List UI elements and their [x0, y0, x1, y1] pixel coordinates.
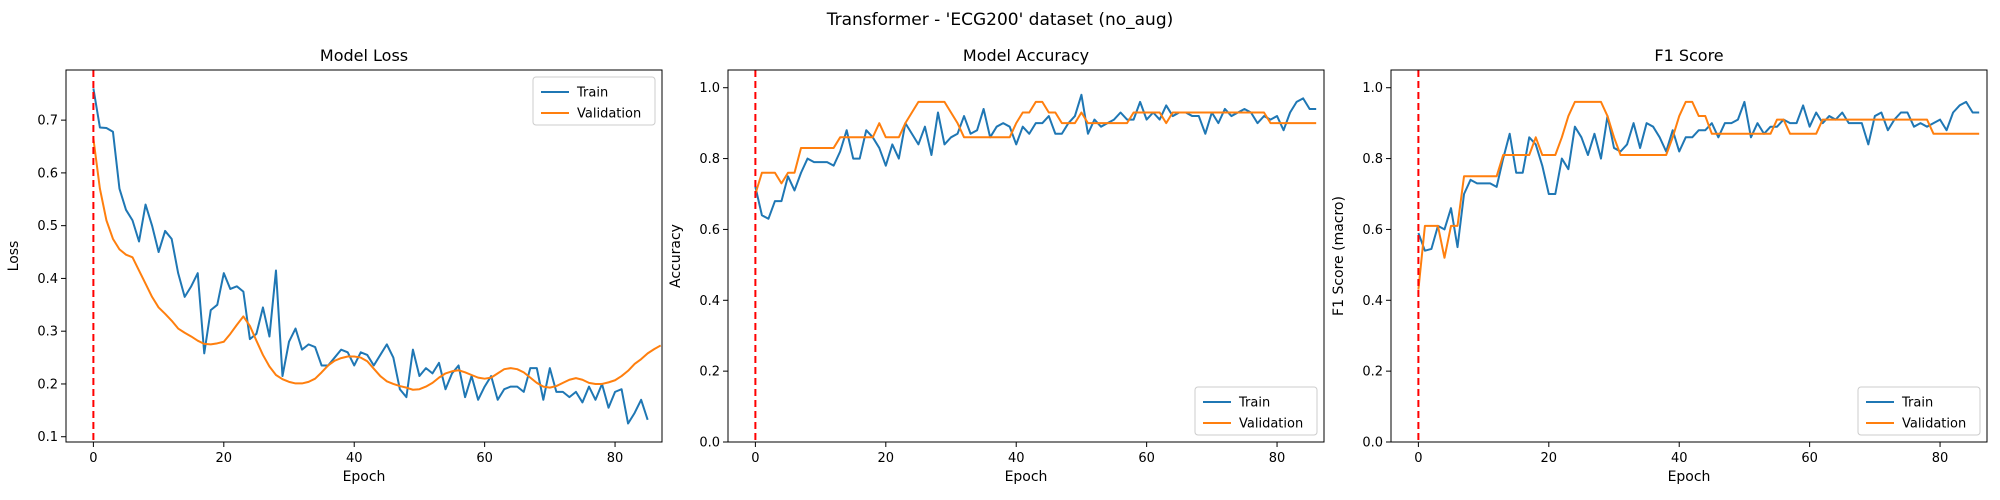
series-line-validation: [92, 138, 662, 391]
legend: Train Validation: [532, 76, 656, 126]
y-tick-label: 0.0: [1362, 436, 1383, 451]
legend-label-validation: Validation: [577, 107, 641, 122]
y-axis-label: Accuracy: [668, 224, 684, 288]
legend-label-validation: Validation: [1239, 417, 1303, 432]
x-tick-label: 60: [1801, 451, 1818, 466]
chart-title: F1 Score: [1654, 46, 1723, 65]
series-line-validation: [1417, 100, 1980, 290]
chart-title: Model Loss: [320, 46, 408, 65]
axes-frame: [1390, 69, 1988, 443]
chart-panel-1: Model Loss 0 20 40 60 80 0.1 0.2 0.3 0.4 0.5 0.6 0.7…: [6, 46, 663, 485]
y-tick-label: 0.4: [699, 294, 720, 309]
x-axis-label: Epoch: [1005, 469, 1048, 485]
y-tick-label: 1.0: [699, 81, 720, 96]
chart-panel-2: Model Accuracy 0 20 40 60 80 0.0 0.2 0.4 0.6 0.8 1.…: [668, 46, 1325, 485]
series-line-train: [92, 88, 649, 425]
legend-label-validation: Validation: [1902, 417, 1966, 432]
series-line-train: [754, 93, 1317, 220]
y-tick-label: 0.6: [1362, 223, 1383, 238]
axes-frame: [727, 69, 1325, 443]
y-tick-label: 0.8: [699, 152, 720, 167]
x-tick-label: 60: [1138, 451, 1155, 466]
y-axis-label: Loss: [6, 241, 22, 272]
y-tick-label: 0.2: [1362, 365, 1383, 380]
axes-frame: [65, 69, 663, 443]
y-tick-label: 0.5: [37, 219, 58, 234]
x-axis-label: Epoch: [343, 469, 386, 485]
x-tick-label: 20: [1541, 451, 1558, 466]
x-tick-label: 80: [1932, 451, 1949, 466]
y-tick-label: 0.0: [699, 436, 720, 451]
y-tick-label: 0.2: [699, 365, 720, 380]
x-tick-label: 0: [1414, 451, 1422, 466]
x-tick-label: 80: [607, 451, 624, 466]
x-tick-label: 40: [1671, 451, 1688, 466]
x-tick-label: 20: [878, 451, 895, 466]
y-tick-label: 0.2: [37, 377, 58, 392]
x-axis-label: Epoch: [1668, 469, 1711, 485]
legend-label-train: Train: [1238, 396, 1270, 411]
chart-panel-3: F1 Score 0 20 40 60 80 0.0 0.2 0.4 0.6 0.8 1.0 Epoch…: [1331, 46, 1988, 485]
legend-label-train: Train: [1901, 396, 1933, 411]
y-tick-label: 1.0: [1362, 81, 1383, 96]
legend-label-train: Train: [576, 86, 608, 101]
y-tick-label: 0.4: [37, 272, 58, 287]
legend: Train Validation: [1857, 386, 1981, 436]
figure-title: Transformer - 'ECG200' dataset (no_aug): [826, 10, 1174, 30]
y-tick-label: 0.6: [699, 223, 720, 238]
y-tick-label: 0.6: [37, 166, 58, 181]
y-tick-label: 0.4: [1362, 294, 1383, 309]
y-axis-label: F1 Score (macro): [1331, 196, 1347, 316]
y-tick-label: 0.1: [37, 430, 58, 445]
series-line-validation: [754, 100, 1317, 195]
y-tick-label: 0.3: [37, 325, 58, 340]
y-tick-label: 0.8: [1362, 152, 1383, 167]
x-tick-label: 40: [1008, 451, 1025, 466]
y-tick-label: 0.7: [37, 114, 58, 129]
x-tick-label: 0: [89, 451, 97, 466]
x-tick-label: 20: [216, 451, 233, 466]
chart-title: Model Accuracy: [963, 46, 1089, 65]
x-tick-label: 0: [751, 451, 759, 466]
x-tick-label: 80: [1269, 451, 1286, 466]
legend: Train Validation: [1194, 386, 1318, 436]
x-tick-label: 60: [476, 451, 493, 466]
series-line-train: [1417, 100, 1980, 252]
x-tick-label: 40: [346, 451, 363, 466]
